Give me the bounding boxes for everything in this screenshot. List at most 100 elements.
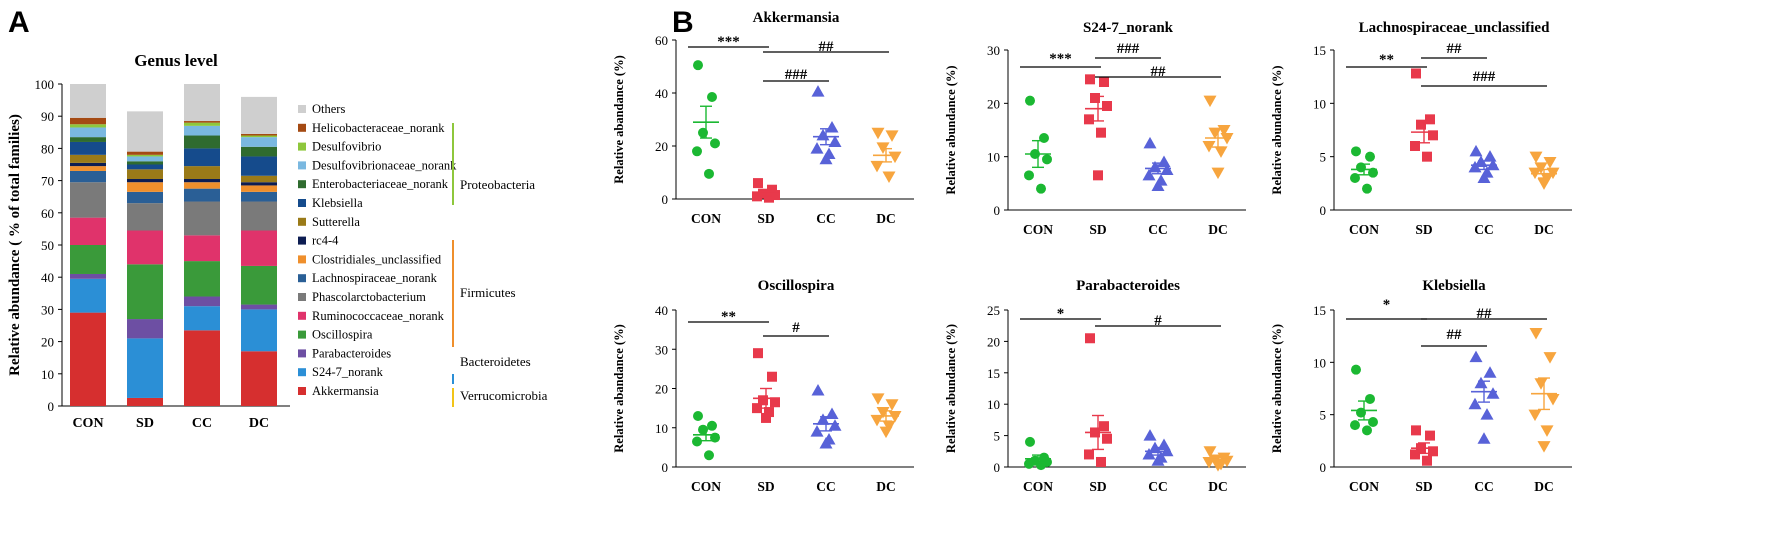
bar-segment-dc-clostridiales-unclassified — [241, 185, 277, 192]
data-point-sd — [1096, 456, 1106, 467]
y-tick-label: 60 — [655, 33, 668, 48]
x-tick-label: CON — [1349, 479, 1379, 494]
significance-label: *** — [717, 34, 740, 50]
y-tick-label: 0 — [662, 192, 669, 207]
dot-plot-lachnospiraceae-unclassified: Lachnospiraceae_unclassified Relative abu… — [1270, 20, 1572, 237]
y-tick-label: 80 — [41, 141, 54, 156]
bar-segment-con-others — [70, 84, 106, 118]
significance-label: *** — [1049, 51, 1072, 67]
data-point-sd — [1422, 455, 1432, 466]
chart-title: S24-7_norank — [1083, 20, 1174, 36]
x-tick-label: CON — [691, 479, 721, 494]
bar-segment-con-lachnospiraceae-norank — [70, 170, 106, 183]
data-point-con — [692, 436, 702, 447]
x-tick-label: DC — [1208, 479, 1228, 494]
legend-label-klebsiella: Klebsiella — [312, 196, 363, 210]
data-point-sd — [1085, 333, 1095, 344]
panel-letter-a: A — [8, 6, 30, 39]
data-point-dc — [870, 160, 884, 173]
bar-segment-dc-enterobacteriaceae-norank — [241, 146, 277, 157]
y-tick-label: 10 — [1313, 355, 1326, 370]
bar-segment-cc-sutterella — [184, 166, 220, 179]
legend-label-enterobacteriaceae-norank: Enterobacteriaceae_norank — [312, 177, 449, 191]
legend-label-sutterella: Sutterella — [312, 215, 360, 229]
bar-segment-con-phascolarctobacterium — [70, 182, 106, 218]
y-tick-label: 0 — [994, 460, 1001, 475]
legend-label-lachnospiraceae-norank: Lachnospiraceae_norank — [312, 271, 438, 285]
legend-label-rc4-4: rc4-4 — [312, 234, 339, 248]
bar-segment-dc-klebsiella — [241, 156, 277, 176]
significance-label: * — [1383, 297, 1391, 313]
bar-segment-cc-akkermansia — [184, 330, 220, 406]
y-axis-label: Relative abandance (%) — [612, 324, 626, 452]
bar-segment-dc-lachnospiraceae-norank — [241, 191, 277, 202]
x-tick-label: SD — [136, 416, 154, 431]
data-point-sd — [1425, 430, 1435, 441]
data-point-con — [693, 60, 703, 71]
bar-segment-cc-ruminococcaceae-norank — [184, 235, 220, 262]
y-tick-label: 15 — [1313, 303, 1326, 318]
bar-segment-con-akkermansia — [70, 312, 106, 406]
y-axis-label: Relative abundance (%) — [1270, 65, 1284, 194]
chart-title: Lachnospiraceae_unclassified — [1359, 20, 1550, 36]
data-point-con — [1042, 154, 1052, 165]
bar-segment-sd-rc4-4 — [127, 178, 163, 183]
data-point-sd — [767, 371, 777, 382]
data-point-cc — [810, 425, 824, 437]
bar-segment-sd-others — [127, 111, 163, 152]
dot-plot-akkermansia: Akkermansia Relative abandance (%) 0 20 40 60… — [612, 10, 914, 226]
bar-segment-dc-rc4-4 — [241, 182, 277, 186]
x-tick-label: SD — [1089, 479, 1107, 494]
y-tick-label: 10 — [41, 367, 54, 382]
data-point-con — [1365, 393, 1375, 404]
y-axis-label: Relative abundance (%) — [944, 324, 958, 453]
y-tick-label: 0 — [48, 399, 55, 414]
bar-segment-cc-s24-7-norank — [184, 306, 220, 331]
x-tick-label: CC — [1474, 222, 1494, 237]
x-tick-label: CON — [1349, 222, 1379, 237]
significance-label: ** — [721, 309, 736, 325]
bar-segment-dc-parabacteroides — [241, 304, 277, 310]
data-point-con — [1350, 420, 1360, 431]
bar-segment-cc-others — [184, 84, 220, 122]
x-tick-label: DC — [1208, 222, 1228, 237]
data-point-sd — [1422, 151, 1432, 162]
data-point-dc — [882, 171, 896, 183]
legend-swatch-clostridiales-unclassified — [298, 255, 306, 264]
dot-plot-oscillospira: Oscillospira Relative abandance (%) 0 10 20 3… — [612, 278, 914, 494]
data-point-dc — [1203, 95, 1217, 108]
y-tick-label: 40 — [655, 86, 668, 101]
significance-label: # — [792, 320, 800, 336]
y-axis-label: Relative abundance (%) — [944, 65, 958, 194]
x-tick-label: CON — [1023, 479, 1053, 494]
data-point-cc — [1474, 376, 1488, 389]
x-tick-label: CC — [192, 416, 212, 431]
x-tick-label: CC — [816, 211, 836, 226]
bar-segment-dc-desulfovibrionaceae-norank — [241, 137, 277, 147]
bar-segment-sd-sutterella — [127, 169, 163, 179]
data-point-dc — [1203, 446, 1217, 458]
bar-segment-con-helicobacteraceae-norank — [70, 117, 106, 125]
y-axis-label: Relative abandance (%) — [612, 55, 626, 183]
bar-segment-dc-phascolarctobacterium — [241, 201, 277, 231]
bar-segment-dc-akkermansia — [241, 351, 277, 406]
bar-segment-cc-parabacteroides — [184, 296, 220, 307]
data-point-sd — [1411, 425, 1421, 436]
bar-segment-con-klebsiella — [70, 141, 106, 155]
chart-title: Genus level — [134, 51, 218, 70]
data-point-con — [1362, 425, 1372, 436]
data-point-sd — [1102, 433, 1112, 444]
x-tick-label: CON — [1023, 222, 1053, 237]
data-point-cc — [1142, 168, 1156, 181]
legend-swatch-s24-7-norank — [298, 368, 306, 377]
data-point-con — [1025, 436, 1035, 447]
y-tick-label: 70 — [41, 174, 54, 189]
data-point-con — [710, 138, 720, 149]
x-tick-label: CC — [1474, 479, 1494, 494]
data-point-sd — [761, 412, 771, 423]
data-point-sd — [1099, 421, 1109, 432]
data-point-cc — [1160, 163, 1174, 175]
bar-segment-sd-desulfovibrio — [127, 154, 163, 157]
bar-segment-dc-sutterella — [241, 175, 277, 183]
legend-label-ruminococcaceae-norank: Ruminococcaceae_norank — [312, 309, 445, 323]
